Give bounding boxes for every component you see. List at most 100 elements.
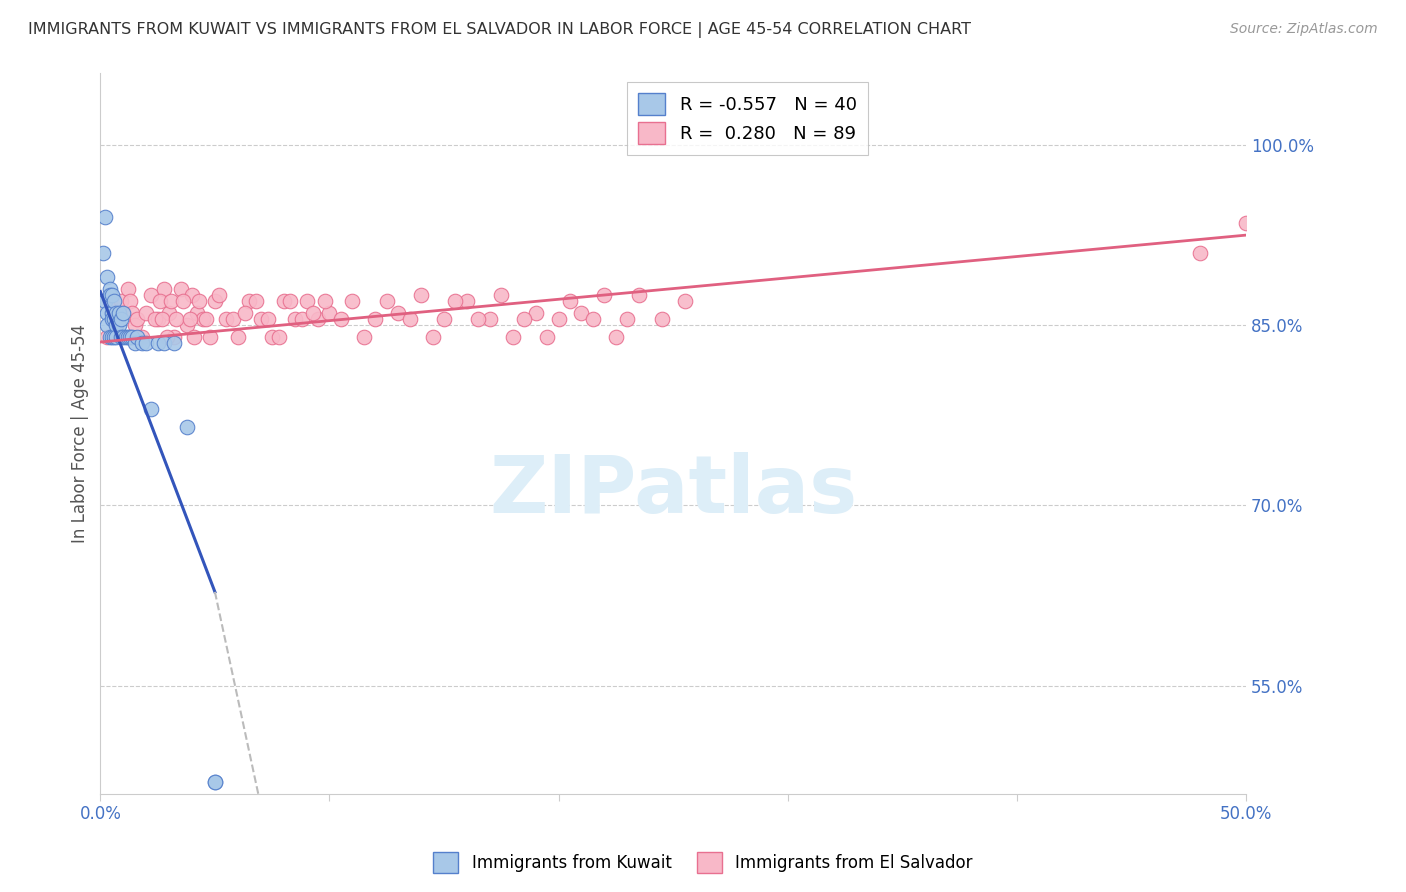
Point [105,318,128,333]
Point [193,312,215,326]
Point [314,294,336,309]
Point [273,294,295,309]
Point [112,306,135,320]
Point [200,330,222,344]
Point [101,330,124,344]
Point [249,312,271,326]
Point [291,312,314,326]
Point [176,420,198,434]
Point [150,312,173,326]
Point [179,312,201,326]
Point [513,312,536,326]
Point [524,306,547,320]
Point [125,330,148,344]
Point [160,294,183,309]
Point [456,294,478,309]
Point [467,312,489,326]
Point [157,306,180,320]
Point [208,288,231,302]
Point [627,288,650,302]
Point [96,270,118,285]
Point [194,312,217,326]
Point [172,294,194,309]
Point [353,330,375,344]
Point [204,774,226,789]
Point [135,306,157,320]
Point [245,294,267,309]
Point [329,312,352,326]
Point [101,306,124,320]
Point [1188,246,1211,260]
Point [98,330,121,344]
Point [238,294,260,309]
Point [409,288,432,302]
Point [375,294,398,309]
Point [318,306,340,320]
Point [143,312,166,326]
Point [103,312,125,326]
Legend: Immigrants from Kuwait, Immigrants from El Salvador: Immigrants from Kuwait, Immigrants from … [427,846,979,880]
Point [153,282,176,296]
Point [98,294,121,309]
Point [156,330,179,344]
Point [135,336,157,351]
Point [616,312,638,326]
Point [91,246,114,260]
Point [215,312,238,326]
Legend: R = -0.557   N = 40, R =  0.280   N = 89: R = -0.557 N = 40, R = 0.280 N = 89 [627,82,868,155]
Point [444,294,467,309]
Point [176,318,198,333]
Point [101,306,124,320]
Point [146,336,169,351]
Point [582,312,605,326]
Point [103,312,125,326]
Point [117,330,139,344]
Point [186,306,208,320]
Point [98,282,121,296]
Point [101,288,124,302]
Point [124,318,146,333]
Point [131,336,153,351]
Point [398,312,420,326]
Point [183,330,205,344]
Point [651,312,673,326]
Point [165,312,187,326]
Point [121,306,143,320]
Point [131,330,153,344]
Point [502,330,524,344]
Text: IMMIGRANTS FROM KUWAIT VS IMMIGRANTS FROM EL SALVADOR IN LABOR FORCE | AGE 45-54: IMMIGRANTS FROM KUWAIT VS IMMIGRANTS FRO… [28,22,972,38]
Point [96,330,118,344]
Point [204,774,226,789]
Point [673,294,696,309]
Point [107,318,129,333]
Point [302,306,325,320]
Point [163,330,186,344]
Point [120,330,142,344]
Point [571,306,593,320]
Point [280,294,302,309]
Point [222,312,245,326]
Point [226,330,249,344]
Point [139,402,162,417]
Point [103,294,125,309]
Point [96,306,118,320]
Point [94,294,117,309]
Point [169,282,191,296]
Point [433,312,456,326]
Point [478,312,501,326]
Point [187,294,209,309]
Point [120,294,142,309]
Point [105,330,128,344]
Point [256,312,278,326]
Point [233,306,256,320]
Point [295,294,318,309]
Point [284,312,307,326]
Point [593,288,616,302]
Point [125,312,148,326]
Point [267,330,290,344]
Point [146,312,169,326]
Point [342,294,364,309]
Point [605,330,627,344]
Point [262,330,284,344]
Point [105,306,128,320]
